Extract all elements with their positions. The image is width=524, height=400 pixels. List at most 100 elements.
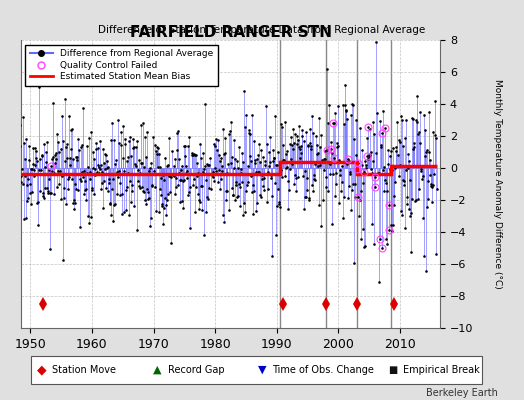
Point — [421, 153, 430, 159]
Point — [102, 185, 110, 192]
Point — [421, 126, 429, 133]
Point — [208, 172, 216, 178]
Point — [361, 158, 369, 164]
Point — [405, 206, 413, 213]
Point — [354, 160, 363, 166]
Point — [418, 162, 427, 169]
Point — [373, 110, 381, 116]
Point — [50, 170, 59, 176]
Point — [353, 165, 362, 172]
Point — [215, 167, 223, 174]
Point — [339, 102, 347, 108]
Point — [39, 190, 47, 196]
Point — [348, 181, 357, 188]
Point — [108, 186, 116, 192]
Point — [100, 178, 108, 184]
Point — [416, 140, 424, 146]
Point — [216, 154, 225, 161]
Point — [190, 176, 198, 182]
Point — [248, 182, 257, 188]
Point — [221, 150, 230, 156]
Text: Station Move: Station Move — [52, 365, 116, 375]
Point — [184, 142, 193, 149]
Point — [208, 170, 216, 177]
Point — [353, 170, 361, 176]
Point — [285, 186, 293, 193]
Point — [321, 147, 329, 154]
Point — [286, 166, 294, 172]
Point — [31, 147, 40, 154]
Point — [432, 186, 441, 192]
Point — [422, 149, 430, 155]
Point — [203, 194, 211, 200]
Point — [381, 124, 389, 131]
Point — [352, 117, 360, 123]
Point — [134, 178, 142, 184]
Point — [276, 204, 285, 210]
Point — [115, 192, 124, 198]
Point — [317, 132, 325, 138]
Point — [109, 176, 117, 182]
Point — [29, 161, 37, 167]
Point — [350, 260, 358, 266]
Point — [336, 171, 345, 178]
Point — [146, 164, 155, 171]
Point — [268, 157, 277, 164]
Point — [428, 199, 436, 206]
Point — [136, 169, 144, 176]
Point — [202, 176, 211, 183]
Point — [140, 164, 148, 170]
Point — [101, 166, 110, 172]
Point — [214, 136, 222, 143]
Point — [93, 162, 102, 168]
Point — [146, 223, 154, 230]
Point — [196, 141, 204, 147]
Point — [419, 215, 428, 221]
Point — [62, 144, 70, 150]
Point — [263, 198, 271, 205]
Point — [188, 181, 196, 188]
Point — [328, 221, 336, 227]
Point — [290, 140, 299, 146]
Point — [334, 103, 343, 109]
Point — [112, 168, 121, 175]
Point — [400, 224, 409, 231]
Point — [121, 141, 129, 147]
Point — [222, 196, 231, 203]
Point — [143, 186, 151, 192]
Point — [156, 185, 164, 192]
Point — [65, 174, 73, 180]
Point — [159, 172, 168, 178]
Point — [220, 219, 228, 225]
Point — [423, 147, 431, 153]
Point — [313, 142, 321, 148]
Point — [293, 132, 301, 139]
Point — [226, 119, 235, 125]
Point — [86, 168, 94, 175]
Point — [241, 124, 249, 130]
Point — [110, 202, 118, 209]
Point — [169, 171, 177, 177]
Point — [372, 149, 380, 156]
Point — [153, 144, 161, 150]
Point — [244, 127, 253, 133]
Point — [95, 138, 104, 144]
Point — [276, 170, 284, 177]
Point — [67, 127, 75, 133]
Point — [361, 242, 369, 249]
Point — [82, 186, 90, 192]
Point — [337, 179, 346, 185]
Point — [168, 148, 176, 154]
Point — [377, 129, 386, 136]
Point — [108, 120, 117, 126]
Point — [74, 187, 82, 193]
Point — [320, 156, 329, 162]
Point — [288, 161, 296, 168]
Point — [230, 164, 238, 171]
Point — [233, 194, 241, 200]
Point — [258, 176, 266, 183]
Point — [95, 164, 103, 170]
Point — [254, 169, 263, 175]
Point — [245, 131, 254, 138]
Point — [75, 223, 84, 230]
